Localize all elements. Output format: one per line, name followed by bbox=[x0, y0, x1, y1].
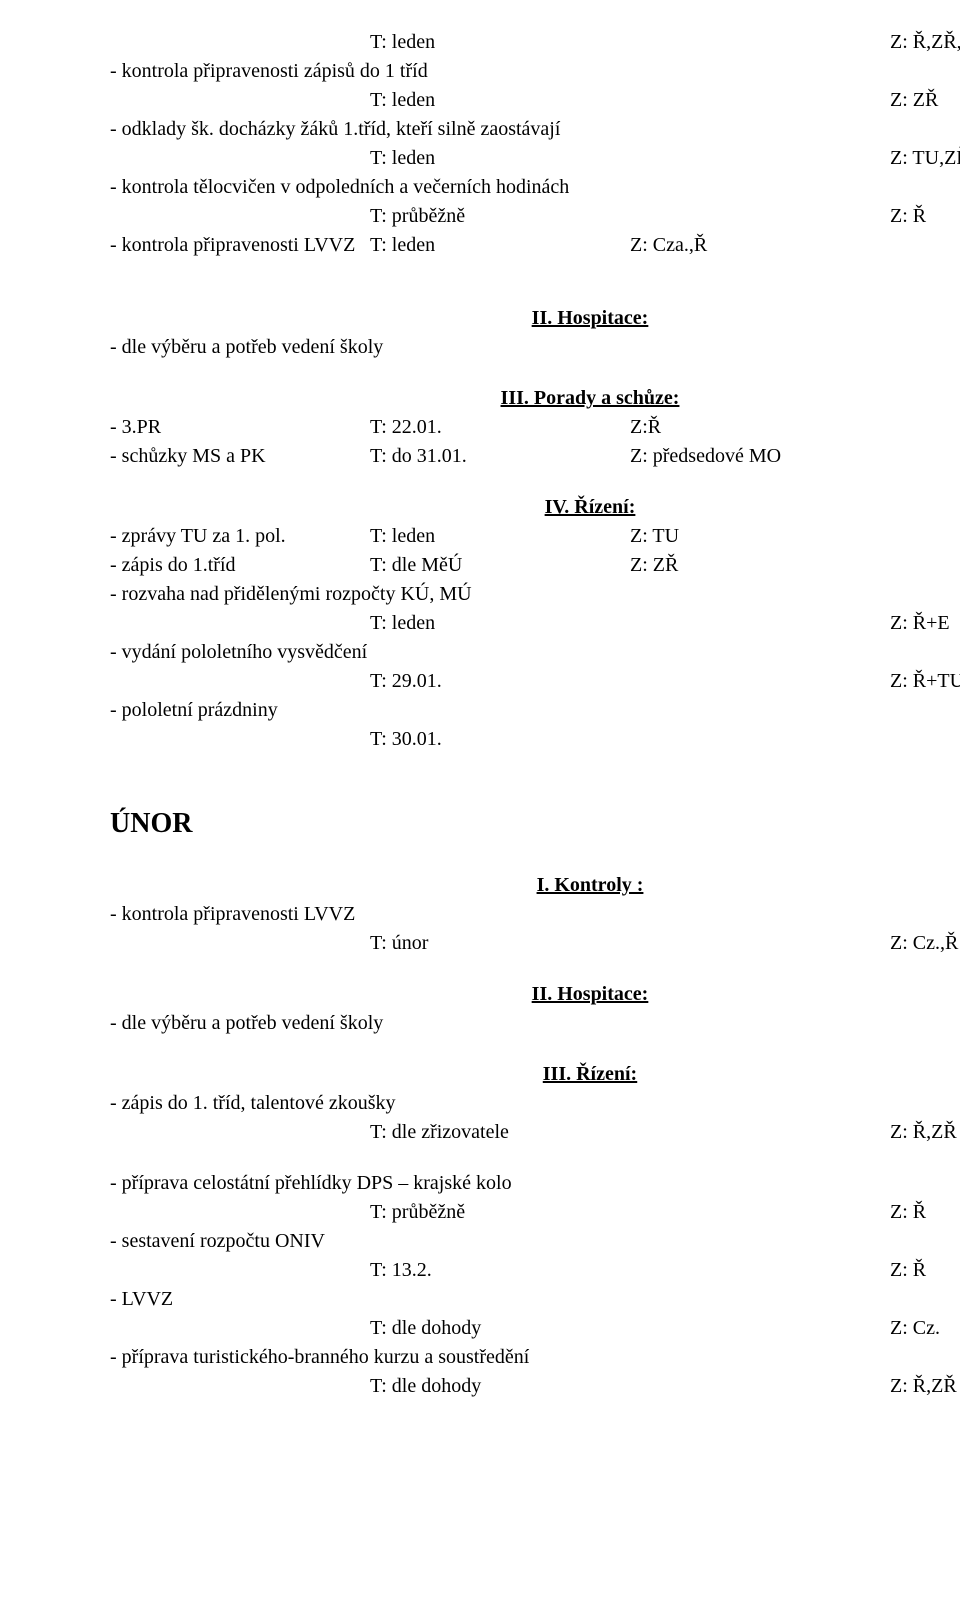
row: T: 30.01. bbox=[110, 725, 960, 754]
t-cell: T: 29.01. bbox=[110, 667, 890, 696]
t-cell: T: dle dohody bbox=[110, 1314, 890, 1343]
row: - zprávy TU za 1. pol. T: leden Z: TU bbox=[110, 522, 960, 551]
t-cell: T: průběžně bbox=[110, 202, 890, 231]
row: - schůzky MS a PK T: do 31.01. Z: předse… bbox=[110, 442, 960, 471]
item-line: - kontrola připravenosti LVVZ bbox=[110, 900, 960, 929]
month-heading-unor: ÚNOR bbox=[110, 804, 960, 845]
z-cell: Z: Ř+TU bbox=[890, 667, 960, 696]
t-cell: T: leden bbox=[110, 144, 890, 173]
row: T: 29.01. Z: Ř+TU bbox=[110, 667, 960, 696]
z-cell: Z: Ř,ZŘ,TU bbox=[890, 28, 960, 57]
item-left: - kontrola připravenosti LVVZ bbox=[110, 231, 370, 260]
item-line: - kontrola připravenosti zápisů do 1 tří… bbox=[110, 57, 960, 86]
item-line: - dle výběru a potřeb vedení školy bbox=[110, 1009, 960, 1038]
row: T: leden Z: Ř+E bbox=[110, 609, 960, 638]
t-cell: T: 13.2. bbox=[110, 1256, 890, 1285]
z-cell: Z: Cz.,Ř bbox=[890, 929, 960, 958]
z-cell: Z: Ř+E bbox=[890, 609, 960, 638]
row: T: 13.2. Z: Ř bbox=[110, 1256, 960, 1285]
section-heading-kontroly: I. Kontroly : bbox=[110, 871, 960, 900]
t-cell: T: do 31.01. bbox=[370, 442, 630, 471]
section-heading-rizeni-2: III. Řízení: bbox=[110, 1060, 960, 1089]
section-heading-rizeni: IV. Řízení: bbox=[110, 493, 960, 522]
t-cell: T: dle zřizovatele bbox=[110, 1118, 890, 1147]
t-cell: T: dle dohody bbox=[110, 1372, 890, 1401]
item-line: - sestavení rozpočtu ONIV bbox=[110, 1227, 960, 1256]
row: - 3.PR T: 22.01. Z:Ř bbox=[110, 413, 960, 442]
row: T: průběžně Z: Ř bbox=[110, 1198, 960, 1227]
t-cell: T: průběžně bbox=[110, 1198, 890, 1227]
item-left: - schůzky MS a PK bbox=[110, 442, 370, 471]
z-cell: Z: předsedové MO bbox=[630, 442, 960, 471]
t-cell: T: leden bbox=[370, 231, 630, 260]
section-heading-hospitace-2: II. Hospitace: bbox=[110, 980, 960, 1009]
item-line: - příprava turistického-branného kurzu a… bbox=[110, 1343, 960, 1372]
item-line: - vydání pololetního vysvědčení bbox=[110, 638, 960, 667]
item-line: - odklady šk. docházky žáků 1.tříd, kteř… bbox=[110, 115, 960, 144]
t-cell: T: 30.01. bbox=[110, 725, 890, 754]
t-cell: T: leden bbox=[110, 28, 890, 57]
t-cell: T: leden bbox=[110, 86, 890, 115]
section-heading-hospitace: II. Hospitace: bbox=[110, 304, 960, 333]
item-line: - dle výběru a potřeb vedení školy bbox=[110, 333, 960, 362]
z-cell: Z: Ř bbox=[890, 1198, 960, 1227]
item-left: - zprávy TU za 1. pol. bbox=[110, 522, 370, 551]
row: T: dle dohody Z: Cz. bbox=[110, 1314, 960, 1343]
t-cell: T: dle MěÚ bbox=[370, 551, 630, 580]
row: T: dle zřizovatele Z: Ř,ZŘ 1.-5. bbox=[110, 1118, 960, 1147]
row: - zápis do 1.tříd T: dle MěÚ Z: ZŘ bbox=[110, 551, 960, 580]
item-line: - pololetní prázdniny bbox=[110, 696, 960, 725]
z-cell: Z:Ř bbox=[630, 413, 960, 442]
row: T: leden Z: TU,ZŘ,VP bbox=[110, 144, 960, 173]
t-cell: T: leden bbox=[370, 522, 630, 551]
item-line: - kontrola tělocvičen v odpoledních a ve… bbox=[110, 173, 960, 202]
z-cell: Z: Ř,ZŘ 1.-5. bbox=[890, 1118, 960, 1147]
row: T: leden Z: ZŘ bbox=[110, 86, 960, 115]
z-cell: Z: ZŘ bbox=[630, 551, 960, 580]
t-cell: T: 22.01. bbox=[370, 413, 630, 442]
item-left: - zápis do 1.tříd bbox=[110, 551, 370, 580]
z-cell: Z: Ř,ZŘ bbox=[890, 1372, 960, 1401]
item-line: - rozvaha nad přidělenými rozpočty KÚ, M… bbox=[110, 580, 960, 609]
z-cell: Z: TU,ZŘ,VP bbox=[890, 144, 960, 173]
z-cell: Z: Ř bbox=[890, 1256, 960, 1285]
z-cell: Z: Ř bbox=[890, 202, 960, 231]
t-cell: T: leden bbox=[110, 609, 890, 638]
t-cell: T: únor bbox=[110, 929, 890, 958]
section-heading-porady: III. Porady a schůze: bbox=[110, 384, 960, 413]
item-line: - příprava celostátní přehlídky DPS – kr… bbox=[110, 1169, 960, 1198]
item-line: - zápis do 1. tříd, talentové zkoušky bbox=[110, 1089, 960, 1118]
row: T: leden Z: Ř,ZŘ,TU bbox=[110, 28, 960, 57]
item-line: - LVVZ bbox=[110, 1285, 960, 1314]
z-cell: Z: ZŘ bbox=[890, 86, 960, 115]
z-cell: Z: TU bbox=[630, 522, 960, 551]
row: - kontrola připravenosti LVVZ T: leden Z… bbox=[110, 231, 960, 260]
row: T: dle dohody Z: Ř,ZŘ bbox=[110, 1372, 960, 1401]
z-cell: Z: Cza.,Ř bbox=[630, 231, 960, 260]
item-left: - 3.PR bbox=[110, 413, 370, 442]
row: T: průběžně Z: Ř bbox=[110, 202, 960, 231]
z-cell bbox=[890, 725, 960, 754]
row: T: únor Z: Cz.,Ř bbox=[110, 929, 960, 958]
z-cell: Z: Cz. bbox=[890, 1314, 960, 1343]
